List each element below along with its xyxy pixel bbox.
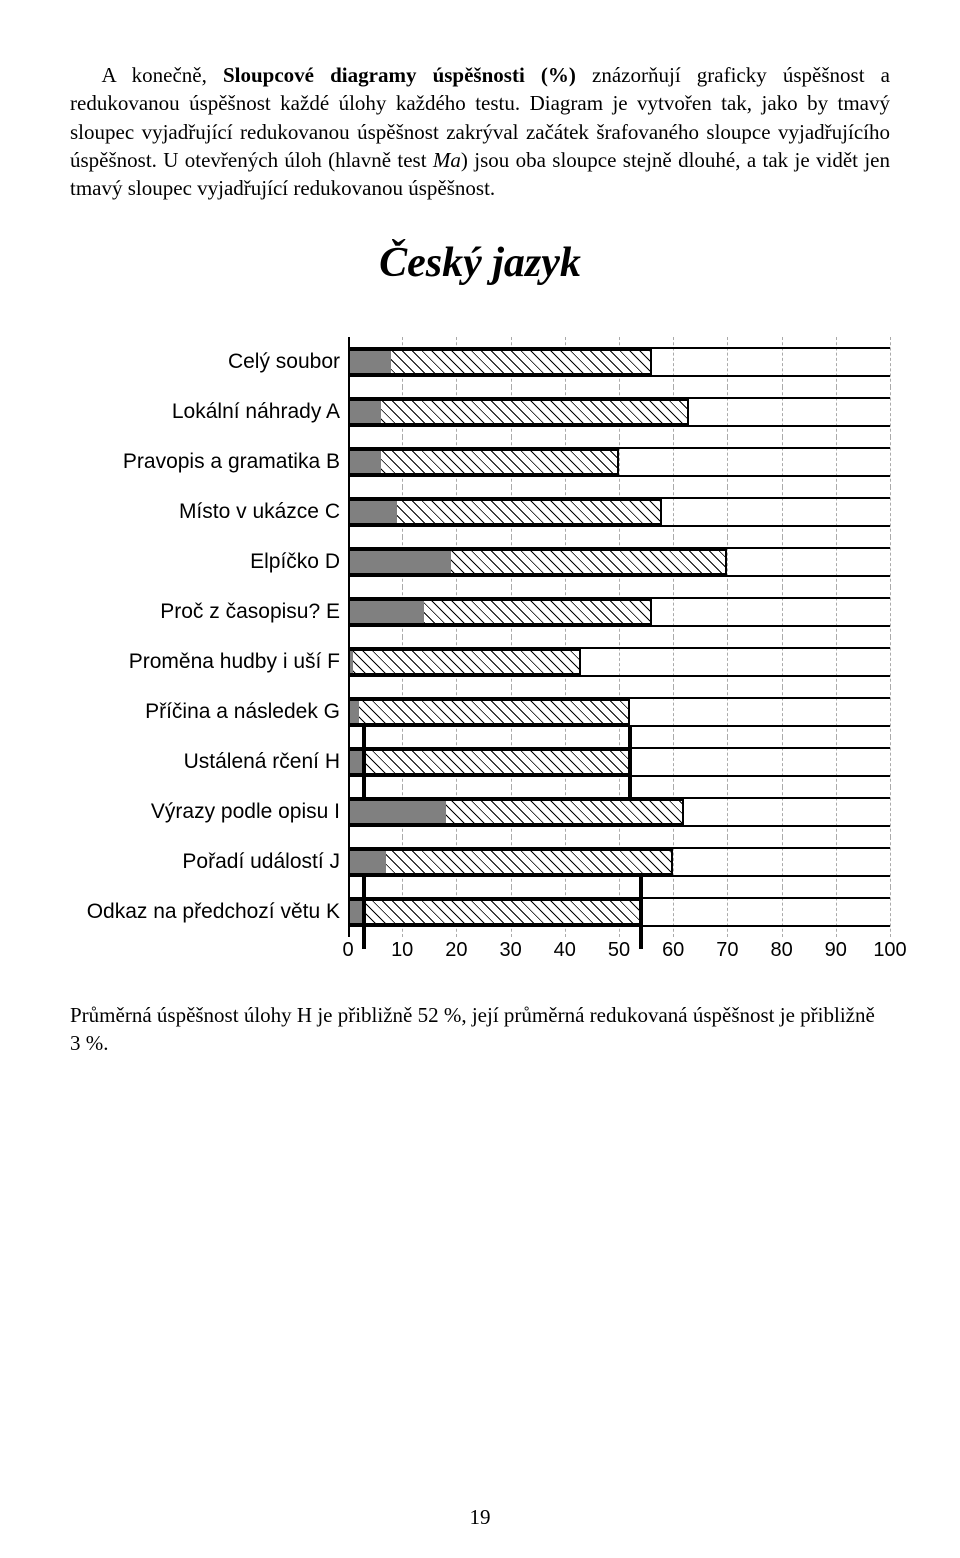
chart-row-plot (348, 487, 890, 537)
chart-row: Celý soubor (70, 337, 890, 387)
chart-row-label: Proměna hudby i uší F (70, 650, 348, 674)
chart-row-plot (348, 687, 890, 737)
chart-row-label: Příčina a následek G (70, 700, 348, 724)
chart-row: Pravopis a gramatika B (70, 437, 890, 487)
x-tick: 40 (554, 939, 576, 962)
chart-row-plot (348, 537, 890, 587)
x-tick: 30 (499, 939, 521, 962)
chart-row-plot (348, 787, 890, 837)
x-tick: 20 (445, 939, 467, 962)
chart-row: Ustálená rčení H (70, 737, 890, 787)
chart-row: Proč z časopisu? E (70, 587, 890, 637)
x-tick: 50 (608, 939, 630, 962)
chart-row-label: Pravopis a gramatika B (70, 450, 348, 474)
chart-caption: Průměrná úspěšnost úlohy H je přibližně … (70, 1001, 890, 1058)
chart-row-label: Ustálená rčení H (70, 750, 348, 774)
x-tick: 80 (770, 939, 792, 962)
bar-chart: Celý soubor Lokální náhrady A Pravopis a g… (70, 337, 890, 967)
chart-row-plot (348, 737, 890, 787)
chart-row: Výrazy podle opisu I (70, 787, 890, 837)
chart-row: Proměna hudby i uší F (70, 637, 890, 687)
x-tick: 70 (716, 939, 738, 962)
chart-row: Lokální náhrady A (70, 387, 890, 437)
chart-row: Pořadí událostí J (70, 837, 890, 887)
chart-row-label: Lokální náhrady A (70, 400, 348, 424)
intro-paragraph: A konečně, Sloupcové diagramy úspěšnosti… (70, 61, 890, 203)
chart-row-plot (348, 337, 890, 387)
chart-row-label: Odkaz na předchozí větu K (70, 900, 348, 924)
x-tick: 0 (342, 939, 353, 962)
x-tick: 10 (391, 939, 413, 962)
x-tick: 60 (662, 939, 684, 962)
chart-row-plot (348, 887, 890, 937)
chart-row: Odkaz na předchozí větu K (70, 887, 890, 937)
chart-row-label: Výrazy podle opisu I (70, 800, 348, 824)
chart-row: Elpíčko D (70, 537, 890, 587)
chart-row: Příčina a následek G (70, 687, 890, 737)
x-tick: 90 (825, 939, 847, 962)
chart-row-label: Pořadí událostí J (70, 850, 348, 874)
chart-row-plot (348, 387, 890, 437)
page-number: 19 (0, 1505, 960, 1530)
chart-row-label: Elpíčko D (70, 550, 348, 574)
chart-row-label: Místo v ukázce C (70, 500, 348, 524)
chart-row-label: Proč z časopisu? E (70, 600, 348, 624)
chart-row-plot (348, 587, 890, 637)
chart-row: Místo v ukázce C (70, 487, 890, 537)
chart-row-plot (348, 437, 890, 487)
x-tick: 100 (873, 939, 906, 962)
chart-row-plot (348, 837, 890, 887)
chart-title: Český jazyk (70, 239, 890, 287)
chart-row-plot (348, 637, 890, 687)
chart-row-label: Celý soubor (70, 350, 348, 374)
